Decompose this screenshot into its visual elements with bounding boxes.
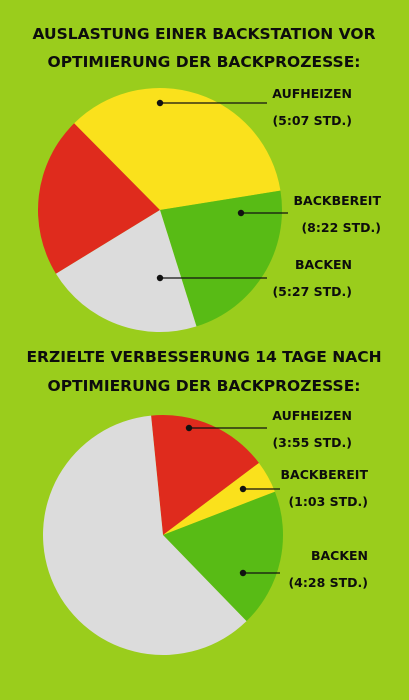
chart-1-slice-sonstige [55, 210, 197, 333]
chart-1-leader-dot-backbereit [237, 209, 245, 217]
chart-1-slice-backbereit [74, 87, 281, 210]
chart-1-label-backbereit: BACKBEREIT [294, 193, 382, 208]
chart-1-leader-dot-aufheizen [156, 99, 164, 107]
chart-2-leader-dot-backen [239, 569, 247, 577]
chart-2-label-aufheizen: AUFHEIZEN [272, 408, 352, 423]
chart-1-title-line-1: AUSLASTUNG EINER BACKSTATION VOR [32, 25, 375, 43]
chart-2-value-aufheizen: (3:55 STD.) [272, 435, 352, 450]
chart-2-title-line-2: OPTIMIERUNG DER BACKPROZESSE: [48, 377, 361, 395]
chart-1-slice-aufheizen [38, 123, 161, 274]
chart-2-slice-backbereit [163, 462, 275, 535]
chart-1-label-aufheizen: AUFHEIZEN [272, 86, 352, 101]
chart-2: ERZIELTE VERBESSERUNG 14 TAGE NACH OPTIM… [26, 348, 382, 655]
chart-2-slice-sonstige [43, 415, 247, 655]
chart-2-leader-dot-aufheizen [185, 424, 193, 432]
chart-1-value-backbereit: (8:22 STD.) [301, 220, 381, 235]
chart-2-value-backbereit: (1:03 STD.) [288, 494, 368, 509]
chart-2-title-line-1: ERZIELTE VERBESSERUNG 14 TAGE NACH [26, 348, 381, 366]
chart-2-value-backen: (4:28 STD.) [288, 575, 368, 590]
chart-1-leader-dot-backen [156, 274, 164, 282]
chart-2-pie [43, 414, 284, 655]
chart-1-title-line-2: OPTIMIERUNG DER BACKPROZESSE: [48, 53, 361, 71]
chart-1-value-backen: (5:27 STD.) [272, 284, 352, 299]
chart-2-leader-dot-backbereit [239, 485, 247, 493]
chart-2-label-backbereit: BACKBEREIT [281, 467, 369, 482]
chart-1-leaders [156, 99, 288, 282]
chart-2-slice-aufheizen [151, 414, 259, 535]
chart-1-value-aufheizen: (5:07 STD.) [272, 113, 352, 128]
chart-2-leaders [185, 424, 280, 577]
chart-1: AUSLASTUNG EINER BACKSTATION VOR OPTIMIE… [32, 25, 382, 333]
chart-1-label-backen: BACKEN [295, 257, 352, 272]
chart-2-slice-backen [163, 491, 284, 622]
chart-1-slice-backen [160, 190, 283, 327]
chart-2-label-backen: BACKEN [311, 548, 368, 563]
chart-1-pie [38, 87, 283, 333]
